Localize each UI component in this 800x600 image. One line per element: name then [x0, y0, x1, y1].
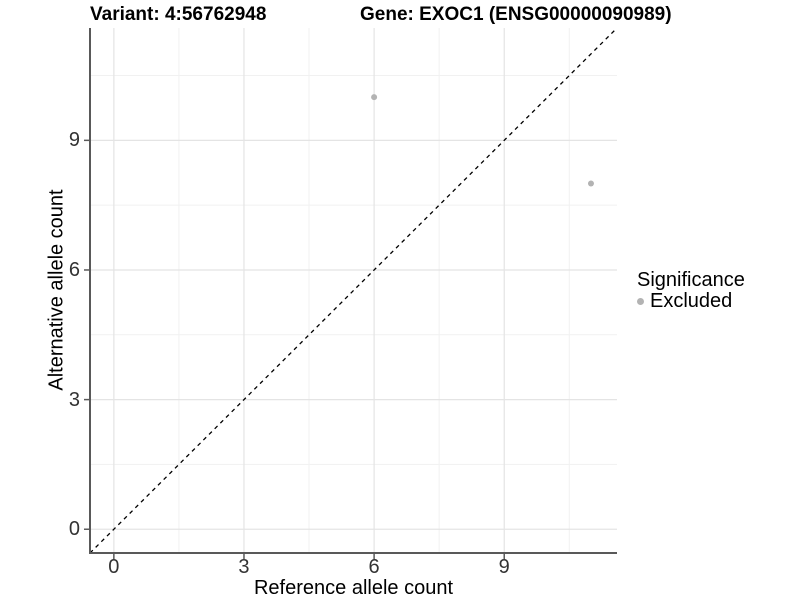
- legend-entry-label: Excluded: [650, 290, 733, 312]
- data-point: [371, 94, 378, 101]
- y-tick-label: 9: [68, 129, 80, 152]
- y-tick-label: 6: [68, 258, 80, 281]
- y-tick-label: 3: [68, 388, 80, 411]
- legend-entry-excluded: Excluded: [637, 291, 745, 312]
- x-tick-label: 3: [238, 556, 250, 578]
- excluded-point-icon: [637, 298, 644, 305]
- x-tick-label: 9: [498, 556, 510, 578]
- plot-title-gene: Gene: EXOC1 (ENSG00000090989): [360, 4, 672, 25]
- x-tick-label: 0: [108, 556, 120, 578]
- y-axis-title: Alternative allele count: [45, 189, 68, 391]
- plot-title-variant: Variant: 4:56762948: [90, 4, 267, 25]
- legend: Significance Excluded: [637, 270, 745, 312]
- identity-dashed-line: [89, 27, 618, 554]
- data-point: [587, 180, 594, 187]
- plot-canvas: [84, 27, 618, 559]
- legend-title: Significance: [637, 269, 745, 291]
- x-tick-label: 6: [368, 556, 380, 578]
- plot-panel: [84, 27, 618, 559]
- y-tick-label: 0: [68, 518, 80, 541]
- x-axis-title: Reference allele count: [253, 577, 453, 599]
